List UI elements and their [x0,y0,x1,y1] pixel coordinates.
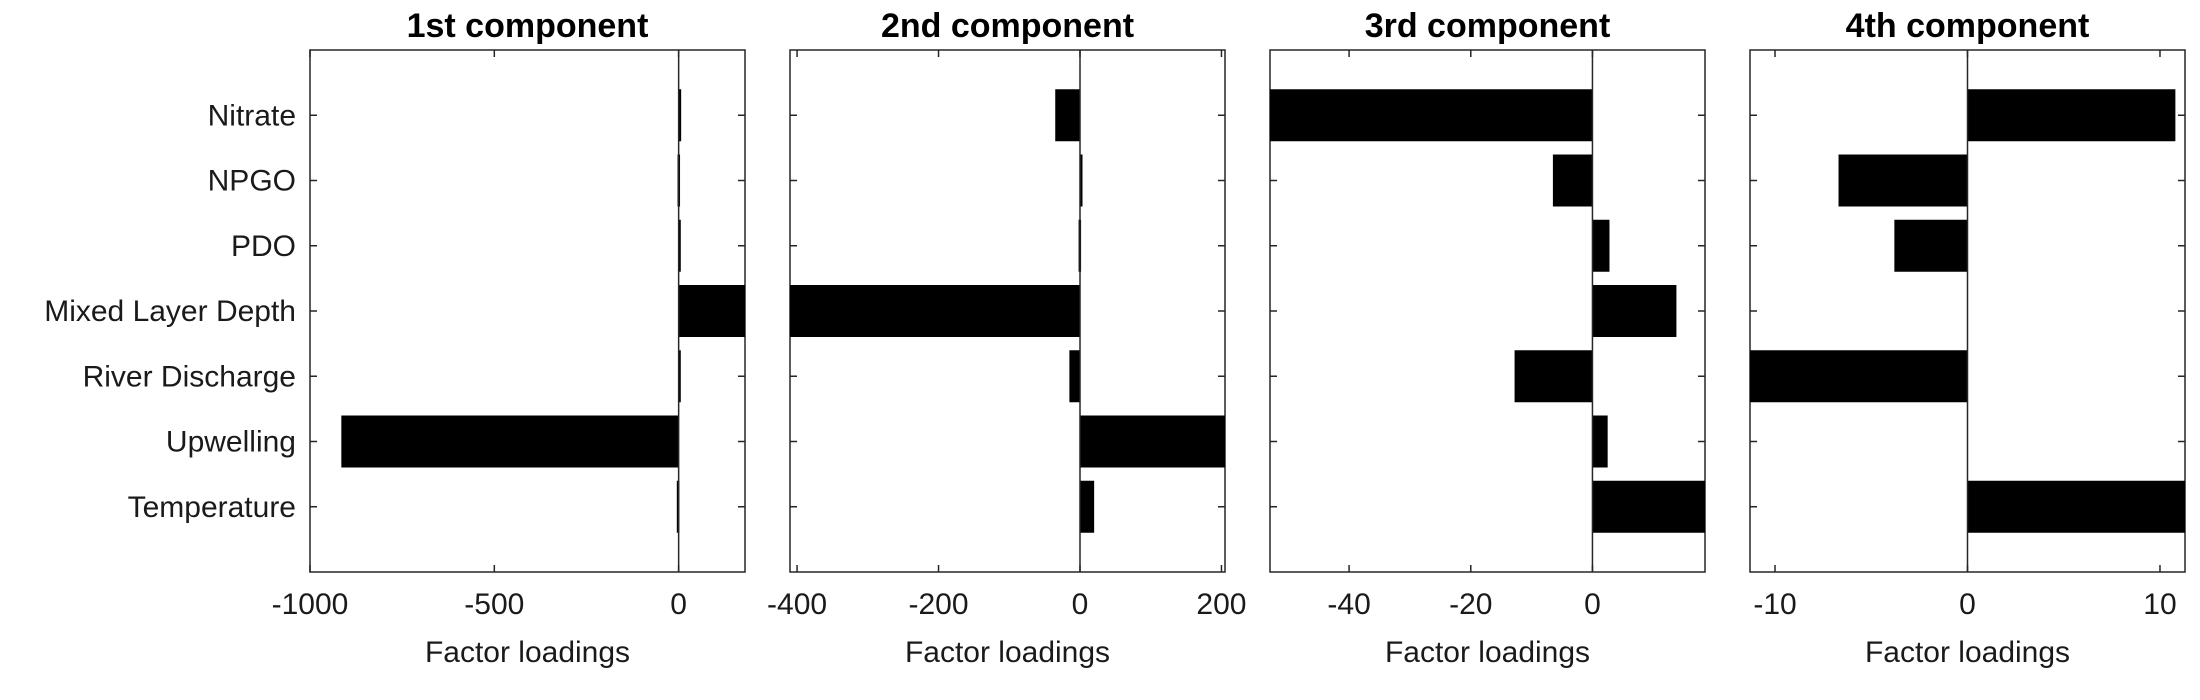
bar-nitrate [1967,89,2176,142]
x-tick-label: -20 [1449,588,1492,621]
bar-temperature [1080,480,1095,533]
bar-river-discharge [1514,350,1593,403]
x-axis-label: Factor loadings [1865,636,2070,669]
bar-nitrate [1270,89,1593,142]
bar-temperature [1967,480,2185,533]
x-axis-label: Factor loadings [1385,636,1590,669]
bar-npgo [1552,154,1593,207]
bar-mixed-layer-depth [1592,285,1677,337]
panel-title: 1st component [407,7,649,45]
bar-river-discharge [1069,350,1080,403]
x-tick-label: -400 [767,588,827,621]
y-category-label: River Discharge [83,360,296,393]
x-tick-label: 0 [670,588,687,621]
x-tick-label: -40 [1327,588,1370,621]
x-tick-label: 0 [1072,588,1089,621]
bar-npgo [1838,154,1968,207]
y-category-label: NPGO [208,165,296,198]
bar-temperature [1592,480,1705,533]
y-category-label: Mixed Layer Depth [44,295,296,328]
y-category-label: PDO [231,230,296,263]
bar-npgo [1080,154,1083,207]
bar-river-discharge [678,350,681,403]
bar-mixed-layer-depth [790,285,1080,337]
plot-frame-1 [309,49,746,573]
panel-title: 2nd component [881,7,1134,45]
x-axis-label: Factor loadings [425,636,630,669]
x-tick-label: 0 [1959,588,1976,621]
bar-mixed-layer-depth [678,285,745,337]
bar-upwelling [341,415,679,468]
x-axis-label: Factor loadings [905,636,1110,669]
x-tick-label: 10 [2143,588,2176,621]
bar-upwelling [1080,415,1225,468]
bar-pdo [1592,219,1610,272]
x-tick-label: -200 [909,588,969,621]
panel-title: 4th component [1846,7,2090,45]
x-tick-label: 200 [1196,588,1246,621]
bar-nitrate [1055,89,1080,142]
panel-title: 3rd component [1365,7,1611,45]
x-tick-label: -500 [464,588,524,621]
x-tick-label: -10 [1753,588,1796,621]
bar-nitrate [678,89,682,142]
x-tick-label: 0 [1584,588,1601,621]
y-category-label: Upwelling [166,426,296,459]
y-category-label: Temperature [128,491,296,524]
bar-river-discharge [1750,350,1968,403]
bar-pdo [678,219,681,272]
bar-pdo [1894,219,1968,272]
bar-upwelling [1592,415,1608,468]
y-category-label: Nitrate [208,99,296,132]
x-tick-label: -1000 [272,588,349,621]
